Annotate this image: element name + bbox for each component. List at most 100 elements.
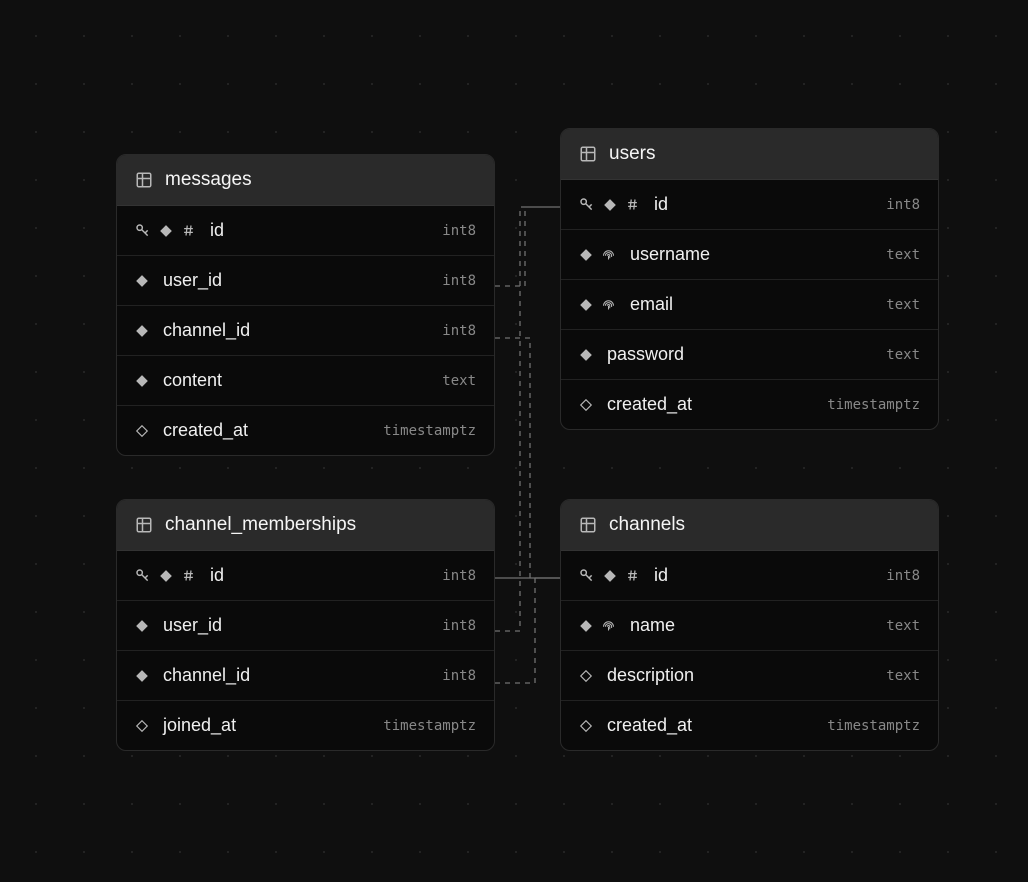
fingerprint-icon	[601, 618, 616, 633]
column-type: timestamptz	[827, 718, 920, 734]
column-user_id[interactable]: user_id int8	[117, 601, 494, 651]
table-messages[interactable]: messagesidint8user_idint8channel_idint8c…	[116, 154, 495, 456]
column-email[interactable]: emailtext	[561, 280, 938, 330]
table-header[interactable]: users	[561, 129, 938, 180]
column-icons	[135, 669, 149, 683]
diamond-filled-icon	[579, 348, 593, 362]
column-icons	[135, 719, 149, 733]
hash-icon	[181, 223, 196, 238]
column-id[interactable]: id int8	[561, 551, 938, 601]
column-channel_id[interactable]: channel_idint8	[117, 651, 494, 701]
diamond-filled-icon	[159, 569, 173, 583]
column-id[interactable]: idint8	[117, 551, 494, 601]
diamond-outline-icon	[579, 719, 593, 733]
diamond-filled-icon	[579, 248, 593, 262]
column-joined_at[interactable]: joined_at timestamptz	[117, 701, 494, 750]
diamond-filled-icon	[603, 198, 617, 212]
column-id[interactable]: id int8	[117, 206, 494, 256]
table-channels[interactable]: channels id int8 name text description text cre…	[560, 499, 939, 751]
column-name: name	[630, 615, 876, 636]
table-icon	[579, 145, 597, 163]
diamond-outline-icon	[135, 719, 149, 733]
column-user_id[interactable]: user_id int8	[117, 256, 494, 306]
column-name: channel_id	[163, 320, 432, 341]
column-created_at[interactable]: created_at timestamptz	[561, 380, 938, 429]
column-channel_id[interactable]: channel_id int8	[117, 306, 494, 356]
table-header[interactable]: channels	[561, 500, 938, 551]
column-id[interactable]: id int8	[561, 180, 938, 230]
column-icons	[135, 619, 149, 633]
column-type: int8	[442, 323, 476, 339]
pk-icon	[579, 568, 595, 584]
table-icon	[135, 516, 153, 534]
column-name: id	[210, 565, 432, 586]
column-name: id	[654, 194, 876, 215]
diamond-filled-icon	[603, 569, 617, 583]
fingerprint-icon	[601, 247, 616, 262]
table-users[interactable]: usersidint8usernametextemailtextpassword…	[560, 128, 939, 430]
table-title: users	[609, 143, 655, 165]
diamond-filled-icon	[135, 324, 149, 338]
column-name: username	[630, 244, 876, 265]
table-header[interactable]: messages	[117, 155, 494, 206]
pk-icon	[135, 223, 151, 239]
column-content[interactable]: contenttext	[117, 356, 494, 406]
diamond-filled-icon	[579, 619, 593, 633]
pk-icon	[579, 197, 595, 213]
diamond-filled-icon	[579, 298, 593, 312]
column-name: created_at	[163, 420, 373, 441]
table-channel_memberships[interactable]: channel_memberships idint8 user_id int8 chan…	[116, 499, 495, 751]
column-name: joined_at	[163, 715, 373, 736]
hash-icon	[181, 568, 196, 583]
column-icons	[579, 618, 616, 633]
column-icons	[579, 568, 640, 584]
column-name: description	[607, 665, 876, 686]
column-icons	[135, 374, 149, 388]
column-created_at[interactable]: created_at timestamptz	[561, 701, 938, 750]
column-type: int8	[886, 197, 920, 213]
diamond-outline-icon	[135, 424, 149, 438]
diamond-outline-icon	[579, 669, 593, 683]
table-title: messages	[165, 169, 252, 191]
column-name[interactable]: name text	[561, 601, 938, 651]
column-type: text	[442, 373, 476, 389]
column-type: text	[886, 668, 920, 684]
column-type: timestamptz	[383, 423, 476, 439]
table-icon	[579, 516, 597, 534]
hash-icon	[625, 197, 640, 212]
column-name: created_at	[607, 715, 817, 736]
column-created_at[interactable]: created_at timestamptz	[117, 406, 494, 455]
fingerprint-icon	[601, 297, 616, 312]
table-header[interactable]: channel_memberships	[117, 500, 494, 551]
column-icons	[579, 719, 593, 733]
column-type: int8	[442, 223, 476, 239]
column-name: channel_id	[163, 665, 432, 686]
diamond-outline-icon	[579, 398, 593, 412]
column-type: int8	[442, 618, 476, 634]
diamond-filled-icon	[135, 274, 149, 288]
column-password[interactable]: passwordtext	[561, 330, 938, 380]
column-type: timestamptz	[383, 718, 476, 734]
column-name: id	[654, 565, 876, 586]
column-name: created_at	[607, 394, 817, 415]
column-icons	[579, 398, 593, 412]
diamond-filled-icon	[135, 619, 149, 633]
diamond-filled-icon	[135, 669, 149, 683]
column-name: id	[210, 220, 432, 241]
column-type: timestamptz	[827, 397, 920, 413]
column-icons	[579, 197, 640, 213]
column-description[interactable]: description text	[561, 651, 938, 701]
column-name: user_id	[163, 270, 432, 291]
table-title: channel_memberships	[165, 514, 356, 536]
column-type: text	[886, 618, 920, 634]
column-name: password	[607, 344, 876, 365]
column-type: int8	[442, 273, 476, 289]
column-username[interactable]: usernametext	[561, 230, 938, 280]
column-icons	[135, 324, 149, 338]
column-icons	[579, 669, 593, 683]
column-icons	[579, 247, 616, 262]
column-type: int8	[886, 568, 920, 584]
column-icons	[135, 223, 196, 239]
hash-icon	[625, 568, 640, 583]
column-name: user_id	[163, 615, 432, 636]
